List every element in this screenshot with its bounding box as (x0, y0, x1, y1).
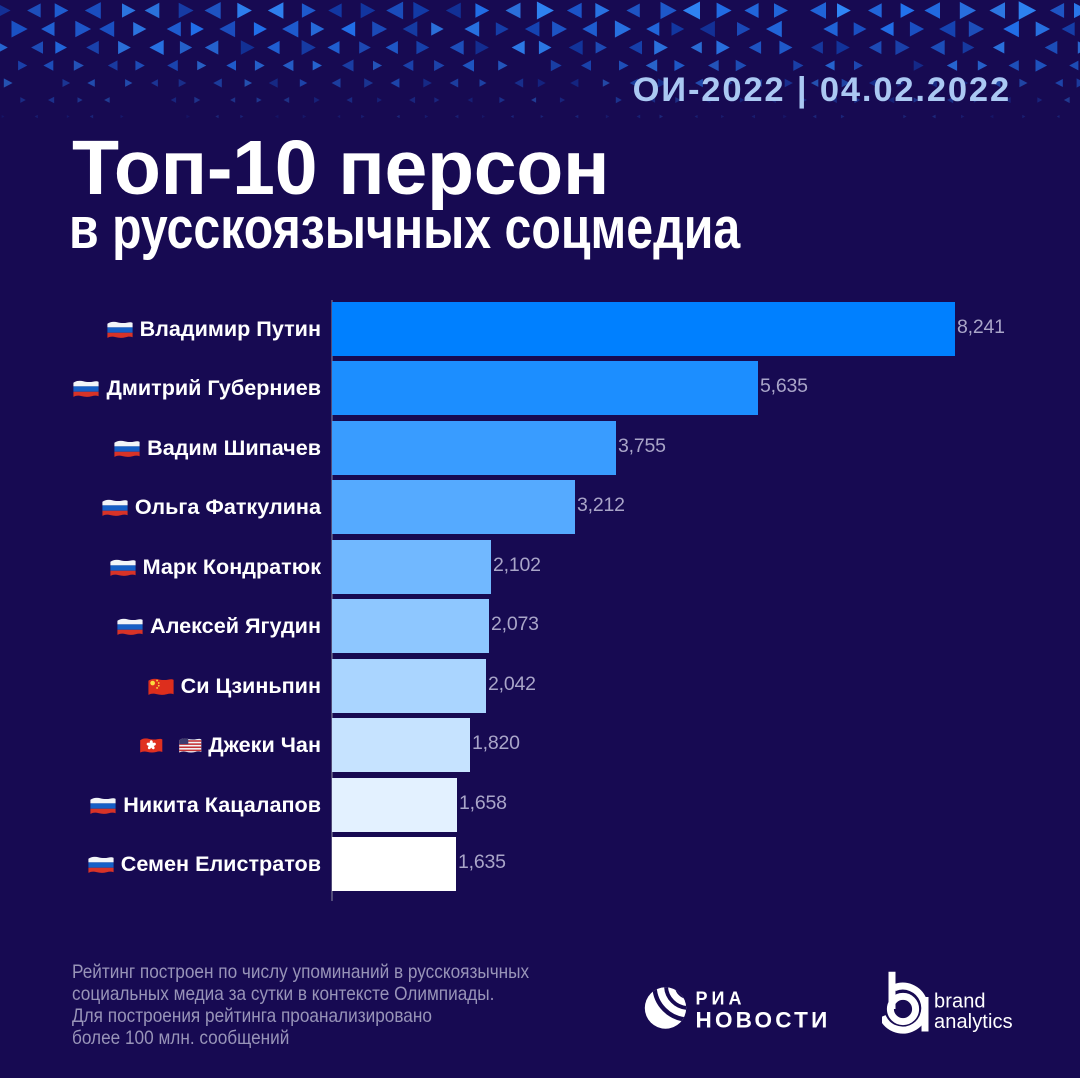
svg-text:analytics: analytics (934, 1011, 1013, 1033)
svg-text:brand: brand (934, 991, 986, 1013)
svg-text:НОВОСТИ: НОВОСТИ (696, 1008, 831, 1033)
svg-text:РИА: РИА (696, 989, 746, 1009)
